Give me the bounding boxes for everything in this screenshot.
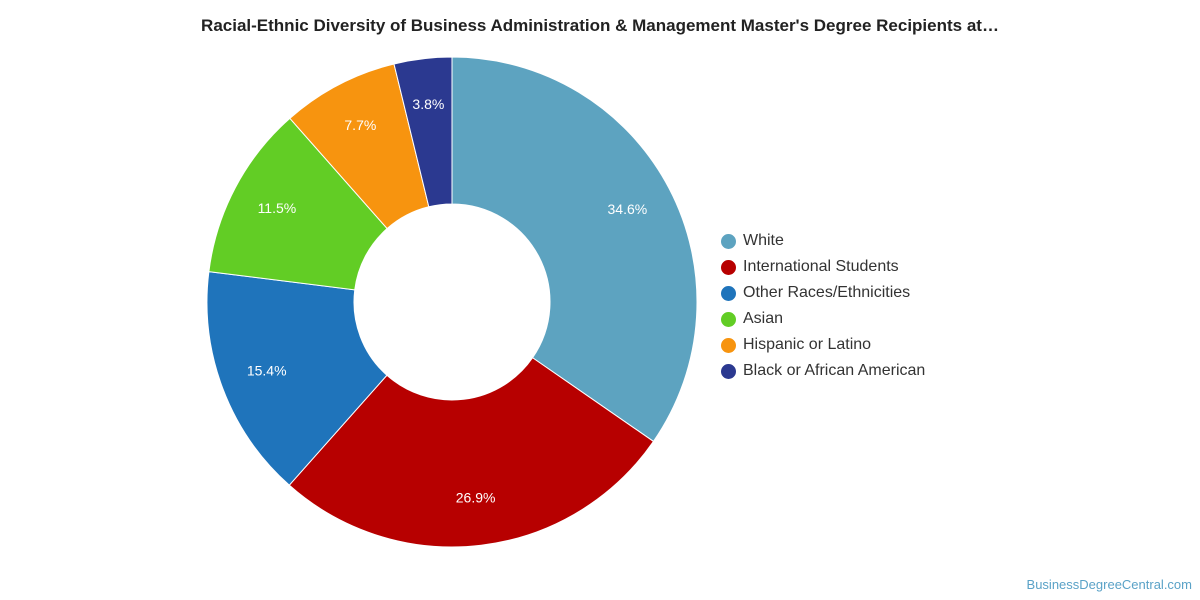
donut-slice-asian[interactable] xyxy=(208,117,388,291)
legend-label: Hispanic or Latino xyxy=(743,336,872,353)
donut-slice-white[interactable] xyxy=(451,56,698,443)
legend-label: Other Races/Ethnicities xyxy=(743,284,911,301)
legend-item-black-or-african-american[interactable]: Black or African American xyxy=(721,358,925,384)
legend-item-white[interactable]: White xyxy=(721,228,925,254)
chart-title: Racial-Ethnic Diversity of Business Admi… xyxy=(201,16,999,35)
legend-swatch xyxy=(721,259,736,275)
legend-label: Black or African American xyxy=(743,362,926,379)
slice-value-label: 15.4% xyxy=(247,362,287,378)
donut-slice-black-or-african-american[interactable] xyxy=(393,56,453,208)
slice-value-label: 34.6% xyxy=(608,201,648,217)
chart-legend: White International Students Other Races/E… xyxy=(721,228,925,384)
legend-label: Asian xyxy=(743,310,784,327)
donut-slice-international-students[interactable] xyxy=(288,357,655,548)
source-credit[interactable]: BusinessDegreeCentral.com xyxy=(1026,577,1192,592)
legend-item-other-races-ethnicities[interactable]: Other Races/Ethnicities xyxy=(721,280,925,306)
legend-item-international-students[interactable]: International Students xyxy=(721,254,925,280)
slice-value-label: 7.7% xyxy=(344,117,376,133)
legend-label: White xyxy=(743,232,784,249)
legend-swatch xyxy=(721,233,736,249)
legend-item-hispanic-or-latino[interactable]: Hispanic or Latino xyxy=(721,332,925,358)
legend-swatch xyxy=(721,337,736,353)
slice-value-label: 26.9% xyxy=(456,489,496,505)
slice-value-label: 11.5% xyxy=(258,200,297,216)
slice-value-label: 3.8% xyxy=(412,96,444,112)
legend-label: International Students xyxy=(743,258,899,275)
legend-swatch xyxy=(721,285,736,301)
legend-item-asian[interactable]: Asian xyxy=(721,306,925,332)
legend-swatch xyxy=(721,363,736,379)
legend-swatch xyxy=(721,311,736,327)
donut-slice-other-races-ethnicities[interactable] xyxy=(206,271,388,486)
